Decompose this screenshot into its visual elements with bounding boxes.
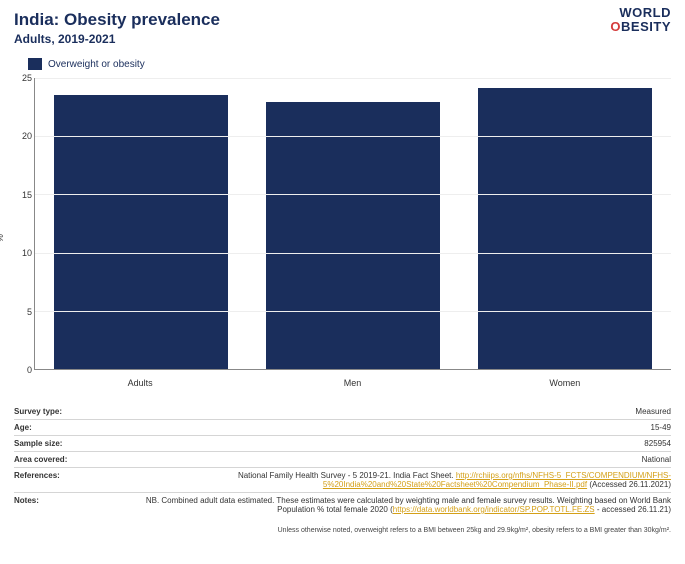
page-title: India: Obesity prevalence bbox=[14, 10, 671, 30]
grid-line bbox=[35, 253, 671, 254]
bar-slot bbox=[247, 78, 459, 369]
meta-row: Age: 15-49 bbox=[14, 420, 671, 436]
plot-area bbox=[34, 78, 671, 370]
meta-row: References: National Family Health Survey… bbox=[14, 468, 671, 493]
meta-row: Area covered: National bbox=[14, 452, 671, 468]
y-tick: 25 bbox=[22, 73, 32, 83]
meta-value: 15-49 bbox=[114, 423, 671, 432]
meta-row: Sample size: 825954 bbox=[14, 436, 671, 452]
grid-line bbox=[35, 78, 671, 79]
y-axis-title: % bbox=[0, 234, 5, 242]
meta-value: National bbox=[114, 455, 671, 464]
y-tick: 10 bbox=[22, 248, 32, 258]
legend-label: Overweight or obesity bbox=[48, 59, 145, 70]
bar-slot bbox=[459, 78, 671, 369]
reference-link[interactable]: https://data.worldbank.org/indicator/SP.… bbox=[393, 505, 595, 514]
bar bbox=[478, 88, 652, 369]
logo-line-1: WORLD bbox=[610, 6, 671, 20]
bar-slot bbox=[35, 78, 247, 369]
y-axis: 0510152025 bbox=[14, 78, 34, 370]
metadata-table: Survey type: Measured Age: 15-49 Sample size… bbox=[0, 398, 685, 525]
y-tick: 15 bbox=[22, 190, 32, 200]
meta-value: 825954 bbox=[114, 439, 671, 448]
meta-value: Measured bbox=[114, 407, 671, 416]
logo-accent-o: O bbox=[610, 19, 621, 34]
legend: Overweight or obesity bbox=[0, 50, 685, 78]
bar bbox=[266, 102, 440, 369]
x-label: Adults bbox=[34, 378, 246, 388]
grid-line bbox=[35, 311, 671, 312]
meta-key: Notes: bbox=[14, 496, 104, 514]
x-label: Women bbox=[459, 378, 671, 388]
meta-value: NB. Combined adult data estimated. These… bbox=[114, 496, 671, 514]
header: India: Obesity prevalence Adults, 2019-2… bbox=[0, 0, 685, 50]
meta-key: Area covered: bbox=[14, 455, 104, 464]
meta-key: Sample size: bbox=[14, 439, 104, 448]
meta-key: Survey type: bbox=[14, 407, 104, 416]
footnote: Unless otherwise noted, overweight refer… bbox=[0, 525, 685, 538]
grid-line bbox=[35, 194, 671, 195]
meta-key: References: bbox=[14, 471, 104, 489]
page-subtitle: Adults, 2019-2021 bbox=[14, 32, 671, 46]
meta-row: Notes: NB. Combined adult data estimated.… bbox=[14, 493, 671, 517]
y-tick: 20 bbox=[22, 131, 32, 141]
bars-container bbox=[35, 78, 671, 369]
y-tick: 0 bbox=[27, 365, 32, 375]
world-obesity-logo: WORLD OBESITY bbox=[610, 6, 671, 33]
meta-key: Age: bbox=[14, 423, 104, 432]
grid-line bbox=[35, 136, 671, 137]
bar-chart: % 0510152025 AdultsMenWomen bbox=[0, 78, 685, 398]
meta-value: National Family Health Survey - 5 2019-2… bbox=[114, 471, 671, 489]
x-axis-labels: AdultsMenWomen bbox=[34, 378, 671, 388]
meta-row: Survey type: Measured bbox=[14, 404, 671, 420]
legend-swatch bbox=[28, 58, 42, 70]
y-tick: 5 bbox=[27, 307, 32, 317]
x-label: Men bbox=[246, 378, 458, 388]
logo-line-2: OBESITY bbox=[610, 20, 671, 34]
